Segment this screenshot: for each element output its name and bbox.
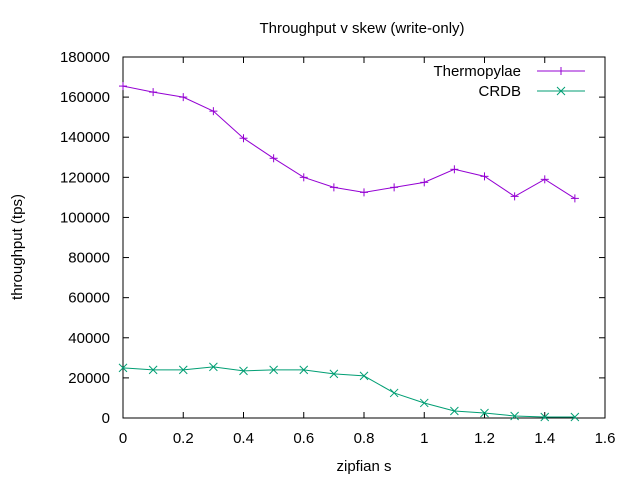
legend-item-thermopylae: Thermopylae	[433, 63, 585, 80]
legend-marker	[557, 67, 565, 75]
axes: 0 0.2 0.4 0.6 0.8 1 1.2 1.4 1.6 0 20000 40000 60000 8…	[60, 49, 615, 447]
data-point-crdb	[419, 398, 429, 408]
data-point-crdb	[178, 365, 188, 375]
y-tick-label: 20000	[68, 370, 110, 387]
legend-label: CRDB	[478, 83, 521, 100]
y-tick-label: 80000	[68, 250, 110, 267]
plot-frame	[122, 56, 606, 419]
data-point-thermopylae	[299, 173, 308, 182]
data-point-thermopylae	[450, 165, 459, 174]
data-point-crdb	[239, 366, 248, 376]
series-thermopylae	[119, 82, 579, 203]
x-tick-label: 1.4	[534, 430, 555, 447]
data-point-thermopylae	[269, 154, 278, 163]
data-point-crdb	[389, 388, 399, 398]
data-point-thermopylae	[420, 178, 429, 187]
series-line-crdb	[122, 366, 575, 418]
data-point-crdb	[359, 371, 369, 381]
x-tick-label: 0.8	[354, 430, 375, 447]
x-tick-label: 0	[119, 430, 127, 447]
data-point-thermopylae	[390, 183, 399, 192]
series-layer	[118, 82, 580, 422]
data-point-thermopylae	[149, 88, 158, 97]
y-axis-label: throughput (tps)	[9, 194, 26, 300]
data-point-thermopylae	[570, 194, 579, 203]
y-tick-label: 0	[102, 410, 110, 427]
series-line-thermopylae	[122, 85, 576, 199]
data-point-crdb	[148, 365, 158, 375]
data-point-thermopylae	[119, 82, 127, 91]
legend: Thermopylae CRDB	[433, 63, 585, 100]
data-point-thermopylae	[329, 183, 338, 192]
x-tick-label: 0.6	[293, 430, 314, 447]
y-tick-label: 160000	[60, 89, 110, 106]
data-point-crdb	[118, 363, 128, 373]
data-point-thermopylae	[209, 107, 218, 116]
data-point-thermopylae	[540, 175, 549, 184]
data-point-crdb	[570, 412, 580, 422]
y-tick-label: 40000	[68, 330, 110, 347]
y-tick-label: 140000	[60, 129, 110, 146]
data-point-crdb	[329, 369, 339, 379]
x-tick-label: 1.2	[474, 430, 495, 447]
y-tick-label: 180000	[60, 49, 110, 66]
data-point-thermopylae	[360, 188, 368, 197]
y-tick-label: 60000	[68, 290, 110, 307]
legend-label: Thermopylae	[433, 63, 521, 80]
legend-item-crdb: CRDB	[478, 83, 585, 100]
data-point-thermopylae	[480, 172, 489, 181]
data-point-crdb	[480, 408, 489, 418]
x-tick-label: 1.6	[595, 430, 616, 447]
legend-marker	[556, 86, 566, 96]
data-point-thermopylae	[239, 134, 248, 143]
data-point-crdb	[209, 362, 218, 372]
data-point-crdb	[540, 412, 550, 422]
data-point-crdb	[510, 411, 519, 421]
series-crdb	[118, 362, 580, 422]
x-tick-label: 1	[420, 430, 428, 447]
data-point-thermopylae	[510, 192, 519, 201]
chart-title: Throughput v skew (write-only)	[259, 20, 464, 37]
x-tick-label: 0.4	[233, 430, 254, 447]
y-tick-label: 100000	[60, 209, 110, 226]
x-tick-label: 0.2	[173, 430, 194, 447]
data-point-crdb	[299, 365, 309, 375]
data-point-crdb	[450, 406, 459, 416]
y-tick-label: 120000	[60, 169, 110, 186]
data-point-crdb	[269, 365, 278, 375]
x-axis-label: zipfian s	[336, 458, 391, 475]
data-point-thermopylae	[179, 93, 188, 102]
